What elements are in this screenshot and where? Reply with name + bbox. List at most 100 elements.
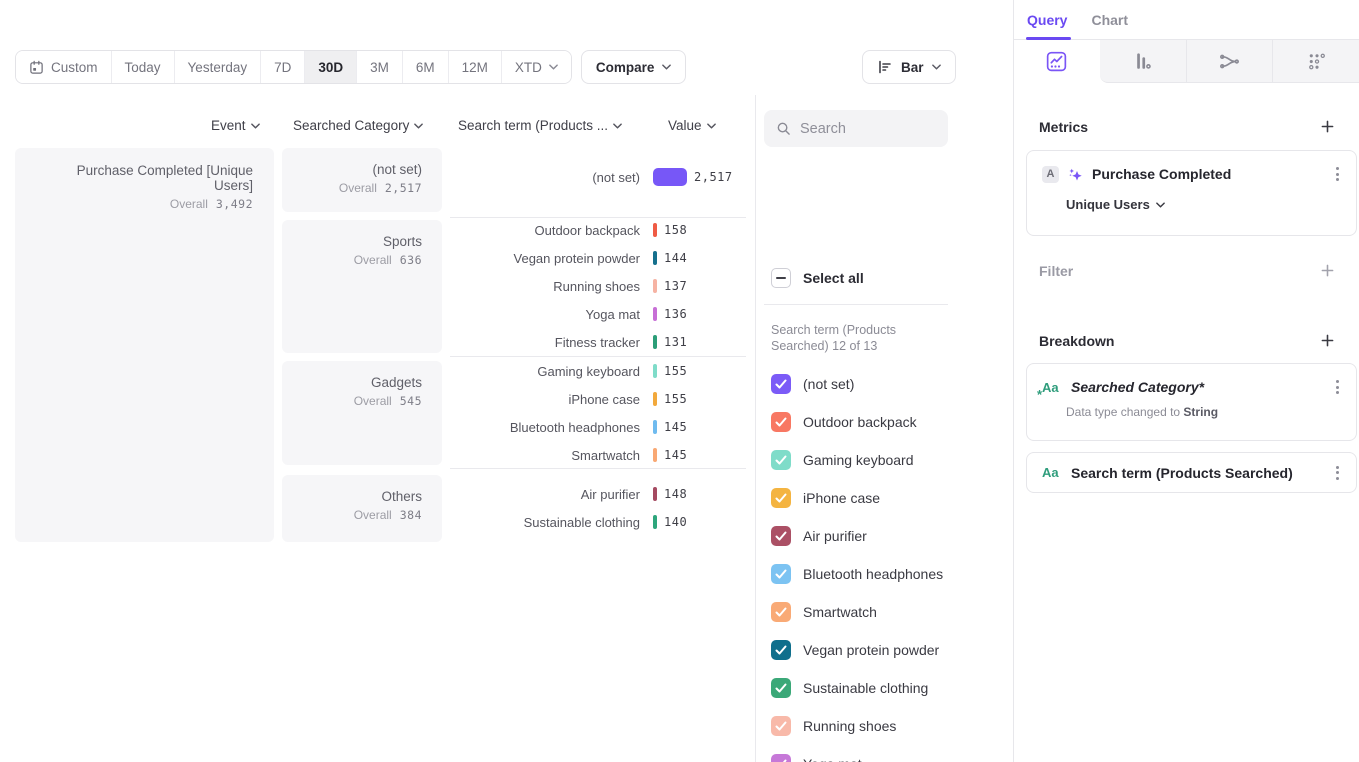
retention-report-tab[interactable] — [1272, 40, 1359, 83]
date-range-button[interactable]: 3M — [357, 51, 403, 83]
select-all-row[interactable]: Select all — [771, 268, 864, 288]
string-property-icon: Aa* — [1042, 465, 1059, 480]
value-bar[interactable] — [653, 251, 657, 265]
legend-item[interactable]: Yoga mat — [771, 745, 943, 762]
chart-row-group: (not set) 2,517 — [450, 163, 746, 191]
category-card[interactable]: Others Overall 384 — [282, 475, 442, 542]
breakdown-card[interactable]: Aa* Search term (Products Searched) — [1026, 452, 1357, 493]
value-bar[interactable] — [653, 307, 657, 321]
category-card[interactable]: Gadgets Overall 545 — [282, 361, 442, 465]
add-breakdown-button[interactable] — [1319, 332, 1336, 349]
flows-report-tab[interactable] — [1185, 40, 1273, 83]
value-bar[interactable] — [653, 335, 657, 349]
legend-item[interactable]: Air purifier — [771, 517, 943, 555]
chart-row[interactable]: Air purifier 148 — [450, 480, 746, 508]
legend-item-checkbox[interactable] — [771, 412, 791, 432]
chart-row[interactable]: Outdoor backpack 158 — [450, 216, 746, 244]
legend-item-label: Bluetooth headphones — [803, 566, 944, 582]
date-range-label: 7D — [274, 59, 292, 75]
metric-card[interactable]: A Purchase Completed Unique Users — [1026, 150, 1357, 236]
date-range-button[interactable]: 7D — [261, 51, 306, 83]
search-term-label: Fitness tracker — [554, 334, 640, 350]
column-header[interactable]: Value — [668, 118, 716, 133]
add-filter-button[interactable] — [1319, 262, 1336, 279]
query-panel-tabs: Query Chart — [1014, 0, 1359, 40]
panel-tab[interactable]: Query — [1025, 0, 1072, 40]
legend-item-checkbox[interactable] — [771, 716, 791, 736]
flows-icon — [1217, 49, 1242, 74]
legend-item[interactable]: Running shoes — [771, 707, 943, 745]
legend-item-checkbox[interactable] — [771, 564, 791, 584]
insights-report-tab[interactable] — [1014, 40, 1100, 83]
date-range-button[interactable]: 6M — [402, 51, 449, 83]
value-bar[interactable] — [653, 279, 657, 293]
legend-item[interactable]: Gaming keyboard — [771, 441, 943, 479]
legend-item[interactable]: Bluetooth headphones — [771, 555, 943, 593]
legend-item-checkbox[interactable] — [771, 526, 791, 546]
legend-item-checkbox[interactable] — [771, 488, 791, 508]
value-bar[interactable] — [653, 515, 657, 529]
legend-item[interactable]: Vegan protein powder — [771, 631, 943, 669]
breakdown-options-button[interactable] — [1333, 463, 1342, 483]
legend-group-label: Search term (Products Searched) 12 of 13 — [771, 323, 897, 353]
metric-options-button[interactable] — [1333, 164, 1342, 184]
category-card[interactable]: (not set) Overall 2,517 — [282, 148, 442, 212]
breakdown-options-button[interactable] — [1333, 377, 1342, 397]
legend-item[interactable]: (not set) — [771, 365, 943, 403]
value-bar[interactable] — [653, 420, 657, 434]
legend-item[interactable]: Smartwatch — [771, 593, 943, 631]
date-range-button[interactable]: Today — [111, 51, 175, 83]
legend-item-checkbox[interactable] — [771, 374, 791, 394]
chart-row[interactable]: Yoga mat 136 — [450, 300, 746, 328]
breakdown-card-row: Aa * Searched Category* — [1027, 364, 1356, 402]
select-all-checkbox[interactable] — [771, 268, 791, 288]
legend-item[interactable]: Sustainable clothing — [771, 669, 943, 707]
chart-row[interactable]: Bluetooth headphones 145 — [450, 413, 746, 441]
metric-counting-method[interactable]: Unique Users — [1066, 197, 1342, 212]
legend-item-checkbox[interactable] — [771, 678, 791, 698]
compare-button[interactable]: Compare — [580, 50, 687, 84]
column-header[interactable]: Searched Category — [293, 118, 424, 133]
legend-item-label: Outdoor backpack — [803, 414, 917, 430]
category-card[interactable]: Sports Overall 636 — [282, 220, 442, 353]
chart-row[interactable]: Fitness tracker 131 — [450, 328, 746, 356]
legend-item[interactable]: iPhone case — [771, 479, 943, 517]
value-bar[interactable] — [653, 364, 657, 378]
search-term-label: Gaming keyboard — [537, 363, 640, 379]
legend-item-checkbox[interactable] — [771, 640, 791, 660]
legend-item-checkbox[interactable] — [771, 602, 791, 622]
add-metric-button[interactable] — [1319, 118, 1336, 135]
chart-row[interactable]: Running shoes 137 — [450, 272, 746, 300]
chevron-down-icon — [662, 64, 672, 70]
date-range-button[interactable]: 30D — [305, 51, 358, 83]
chart-row[interactable]: Vegan protein powder 144 — [450, 244, 746, 272]
visualization-type-button[interactable]: Bar — [862, 50, 956, 84]
value-bar[interactable] — [653, 223, 657, 237]
legend-item[interactable]: Outdoor backpack — [771, 403, 943, 441]
chart-row[interactable]: (not set) 2,517 — [450, 163, 746, 191]
legend-item-checkbox[interactable] — [771, 450, 791, 470]
column-header[interactable]: Event — [211, 118, 260, 133]
date-range-button[interactable]: Custom — [16, 51, 112, 83]
chart-row[interactable]: Smartwatch 145 — [450, 441, 746, 469]
chart-row[interactable]: iPhone case 155 — [450, 385, 746, 413]
event-card[interactable]: Purchase Completed [Unique Users] Overal… — [15, 148, 274, 542]
legend-item-label: Gaming keyboard — [803, 452, 914, 468]
breakdown-card[interactable]: Aa * Searched Category* Data type changed… — [1026, 363, 1357, 441]
modified-asterisk: * — [1037, 386, 1043, 402]
legend-item-checkbox[interactable] — [771, 754, 791, 762]
value-bar[interactable] — [653, 448, 657, 462]
legend-search-box[interactable] — [764, 110, 948, 147]
chart-row[interactable]: Gaming keyboard 155 — [450, 357, 746, 385]
legend-search-input[interactable] — [800, 120, 936, 137]
funnels-report-tab[interactable] — [1099, 40, 1186, 83]
value-bar[interactable] — [653, 168, 687, 186]
date-range-button[interactable]: Yesterday — [174, 51, 262, 83]
panel-tab[interactable]: Chart — [1091, 0, 1128, 39]
date-range-button[interactable]: XTD — [501, 51, 571, 83]
value-bar[interactable] — [653, 487, 657, 501]
date-range-button[interactable]: 12M — [448, 51, 502, 83]
value-bar[interactable] — [653, 392, 657, 406]
chart-row[interactable]: Sustainable clothing 140 — [450, 508, 746, 536]
column-header[interactable]: Search term (Products ... — [458, 118, 622, 133]
